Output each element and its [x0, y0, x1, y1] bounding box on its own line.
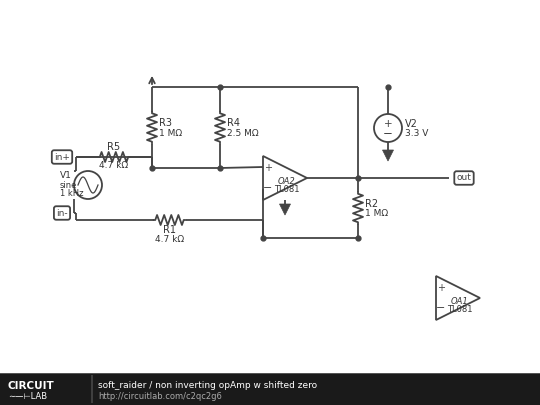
Text: V2: V2 [405, 119, 418, 129]
Text: 3.3 V: 3.3 V [405, 130, 428, 139]
Text: −: − [436, 303, 446, 313]
Text: OA1: OA1 [451, 296, 469, 305]
Text: http://circuitlab.com/c2qc2g6: http://circuitlab.com/c2qc2g6 [98, 392, 222, 401]
Text: R3: R3 [159, 119, 172, 128]
Text: V1: V1 [60, 171, 72, 179]
Text: CIRCUIT: CIRCUIT [8, 381, 55, 391]
Text: 2.5 MΩ: 2.5 MΩ [227, 129, 259, 138]
Text: 1 MΩ: 1 MΩ [365, 209, 388, 219]
Text: 1 kHz: 1 kHz [60, 190, 84, 198]
Text: in-: in- [56, 209, 68, 217]
Text: R2: R2 [365, 199, 378, 209]
Text: R1: R1 [163, 225, 176, 235]
Text: ∼—⊢LAB: ∼—⊢LAB [8, 392, 47, 401]
Text: sine: sine [60, 181, 77, 190]
Text: 4.7 kΩ: 4.7 kΩ [155, 235, 184, 245]
Text: +: + [437, 283, 445, 293]
Text: R5: R5 [107, 142, 120, 152]
Bar [0, 373, 540, 374]
Text: 1 MΩ: 1 MΩ [159, 129, 182, 138]
Text: −: − [264, 183, 273, 193]
Text: −: − [383, 126, 393, 139]
Text: R4: R4 [227, 119, 240, 128]
Polygon shape [382, 150, 394, 161]
Polygon shape [280, 204, 291, 215]
Text: in+: in+ [54, 153, 70, 162]
Text: 4.7 kΩ: 4.7 kΩ [99, 162, 129, 171]
Text: +: + [264, 163, 272, 173]
Text: out: out [456, 173, 471, 183]
Text: TL081: TL081 [274, 185, 300, 194]
Text: TL081: TL081 [447, 305, 472, 315]
Text: +: + [384, 119, 393, 129]
Text: OA2: OA2 [278, 177, 296, 185]
Text: soft_raider / non inverting opAmp w shifted zero: soft_raider / non inverting opAmp w shif… [98, 381, 317, 390]
Bar [0, 373, 540, 405]
